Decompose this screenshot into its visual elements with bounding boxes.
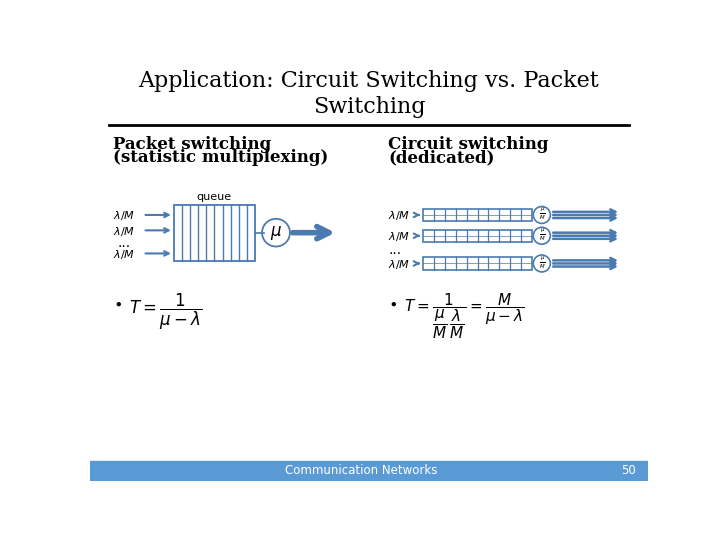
Bar — [174, 205, 255, 261]
Circle shape — [262, 219, 290, 247]
Text: Circuit switching: Circuit switching — [388, 136, 549, 153]
Text: $T = \dfrac{1}{\dfrac{\mu}{M}\,\dfrac{\lambda}{M}} = \dfrac{M}{\mu - \lambda}$: $T = \dfrac{1}{\dfrac{\mu}{M}\,\dfrac{\l… — [404, 292, 525, 341]
Text: $\frac{\mu}{M}$: $\frac{\mu}{M}$ — [539, 227, 545, 243]
Text: $\frac{\mu}{M}$: $\frac{\mu}{M}$ — [539, 254, 545, 271]
Bar — [423, 257, 532, 269]
Bar — [423, 209, 532, 221]
Text: $\lambda/M$: $\lambda/M$ — [113, 225, 135, 238]
Text: (dedicated): (dedicated) — [388, 150, 495, 166]
Text: $\bullet$: $\bullet$ — [113, 296, 122, 311]
Text: Communication Networks: Communication Networks — [285, 464, 438, 477]
Text: $\lambda/M$: $\lambda/M$ — [388, 258, 410, 271]
Text: $\mu$: $\mu$ — [270, 224, 282, 242]
Text: ...: ... — [388, 244, 402, 258]
Text: $T = \dfrac{1}{\mu - \lambda}$: $T = \dfrac{1}{\mu - \lambda}$ — [129, 292, 202, 332]
Text: $\lambda/M$: $\lambda/M$ — [388, 230, 410, 243]
Text: $\bullet$: $\bullet$ — [388, 296, 397, 311]
Text: Application: Circuit Switching vs. Packet
Switching: Application: Circuit Switching vs. Packe… — [139, 70, 599, 118]
Bar — [90, 461, 648, 481]
Circle shape — [534, 255, 550, 272]
Text: (statistic multiplexing): (statistic multiplexing) — [113, 150, 328, 166]
Circle shape — [534, 206, 550, 224]
Text: Packet switching: Packet switching — [113, 136, 271, 153]
Text: queue: queue — [197, 192, 232, 202]
Text: 50: 50 — [621, 464, 636, 477]
Circle shape — [534, 227, 550, 244]
Text: $\frac{\mu}{M}$: $\frac{\mu}{M}$ — [539, 206, 545, 222]
Text: $\lambda/M$: $\lambda/M$ — [113, 248, 135, 261]
Text: $\lambda/M$: $\lambda/M$ — [113, 209, 135, 222]
Text: $\lambda/M$: $\lambda/M$ — [388, 209, 410, 222]
Bar — [423, 230, 532, 242]
Text: ...: ... — [117, 237, 130, 251]
